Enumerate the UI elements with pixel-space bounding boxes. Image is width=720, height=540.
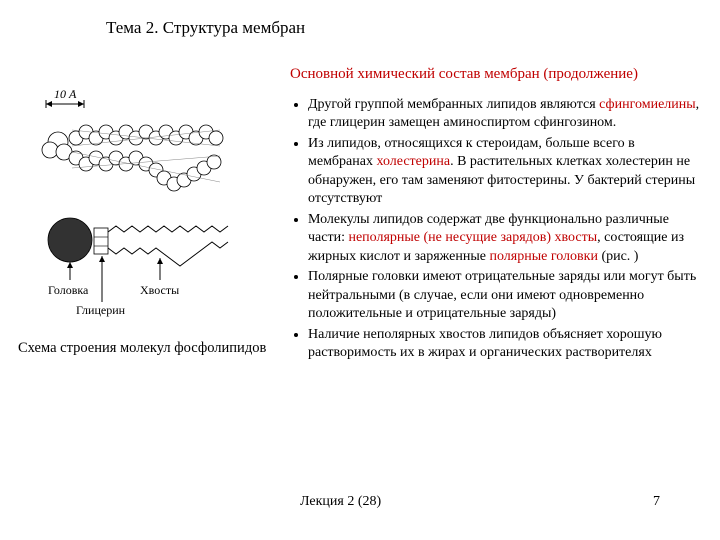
red-term: неполярные (не несущие зарядов) хвосты [348, 230, 597, 245]
page-title: Тема 2. Структура мембран [106, 18, 305, 38]
label-head: Головка [48, 283, 89, 297]
footer-lecture: Лекция 2 (28) [300, 494, 381, 510]
section-subtitle: Основной химический состав мембран (прод… [290, 66, 638, 83]
fig-annotations: Головка Хвосты Глицерин [48, 256, 179, 317]
bullet-list: Другой группой мембранных липидов являют… [290, 96, 700, 363]
phospholipid-figure: 10 Å [28, 90, 288, 325]
spacefill-chains [42, 125, 223, 191]
footer-page-number: 7 [653, 494, 660, 510]
text-span: Другой группой мембранных липидов являют… [308, 97, 599, 112]
label-glycerol: Глицерин [76, 303, 126, 317]
text-span: Наличие неполярных хвостов липидов объяс… [308, 327, 662, 360]
scale-bar: 10 Å [46, 90, 84, 108]
scale-label: 10 Å [54, 90, 77, 101]
bullet-item: Молекулы липидов содержат две функционал… [308, 211, 700, 266]
bullet-item: Наличие неполярных хвостов липидов объяс… [308, 326, 700, 363]
bullet-item: Другой группой мембранных липидов являют… [308, 96, 700, 133]
text-span: Полярные головки имеют отрицательные зар… [308, 269, 696, 321]
figure-caption: Схема строения молекул фосфолипидов [18, 340, 266, 357]
label-tails: Хвосты [140, 283, 179, 297]
red-term: холестерина [376, 154, 450, 169]
zigzag-tails [108, 226, 228, 266]
glycerol-block [94, 228, 108, 254]
bullet-item: Полярные головки имеют отрицательные зар… [308, 268, 700, 323]
text-span: (рис. ) [598, 249, 639, 264]
red-term: сфингомиелины [599, 97, 696, 112]
dark-head [48, 218, 92, 262]
body-text: Другой группой мембранных липидов являют… [290, 96, 700, 365]
red-term: полярные головки [489, 249, 597, 264]
bullet-item: Из липидов, относящихся к стероидам, бол… [308, 135, 700, 209]
phospholipid-svg: 10 Å [28, 90, 288, 320]
